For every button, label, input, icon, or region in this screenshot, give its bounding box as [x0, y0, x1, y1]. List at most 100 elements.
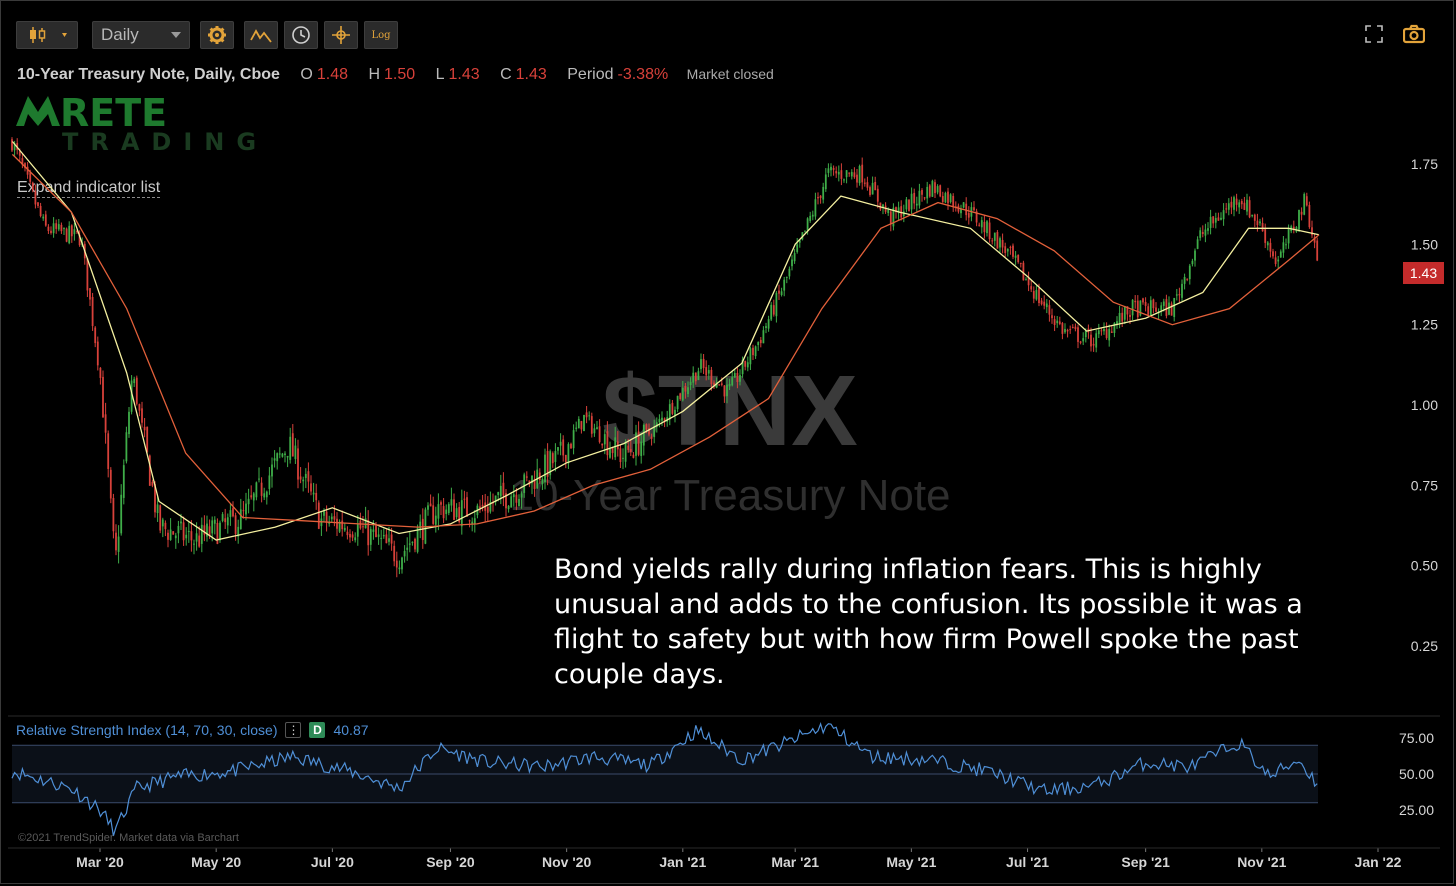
candle-body: [68, 225, 71, 244]
candle-body: [822, 186, 825, 200]
candle-body: [1303, 193, 1306, 215]
candle-body: [645, 424, 648, 430]
candle-body: [960, 208, 962, 214]
candle-body: [268, 475, 271, 489]
candle-body: [1272, 251, 1274, 257]
candle-body: [993, 232, 996, 241]
candle-body: [856, 174, 858, 183]
candle-body: [572, 430, 575, 449]
candle-body: [843, 179, 845, 181]
candle-body: [1305, 196, 1308, 206]
candle-body: [151, 481, 154, 486]
candle-body: [858, 165, 861, 184]
candle-body: [1175, 294, 1178, 296]
candle-body: [1108, 328, 1111, 341]
candle-body: [986, 221, 988, 234]
close-label: C: [500, 66, 512, 83]
moving-averages-layer: [11, 141, 1320, 541]
candle-body: [746, 362, 749, 368]
candle-body: [1043, 301, 1046, 306]
indicators-button[interactable]: [244, 21, 278, 49]
candle-body: [541, 479, 544, 485]
candle-body: [154, 484, 156, 513]
candle-body: [138, 404, 141, 411]
candle-body: [544, 454, 546, 483]
log-scale-button[interactable]: Log: [364, 21, 398, 49]
candle-body: [796, 244, 799, 253]
candle-body: [832, 168, 835, 170]
candle-body: [1191, 260, 1194, 265]
candle-body: [442, 506, 445, 519]
candle-body: [523, 474, 526, 493]
time-axis: Mar '20 May '20 Jul '20 Sep '20 Nov '20 Jan '…: [8, 847, 1440, 870]
candle-body: [255, 482, 258, 498]
candle-body: [583, 414, 585, 431]
candle-body: [562, 439, 565, 456]
candle-body: [403, 550, 406, 557]
chart-type-button[interactable]: [16, 21, 78, 49]
candle-body: [385, 534, 388, 544]
candle-body: [1053, 319, 1056, 326]
candle-body: [42, 216, 45, 219]
candle-body: [1126, 306, 1129, 315]
candle-body: [944, 193, 947, 203]
candle-body: [343, 527, 346, 531]
candle-body: [1209, 216, 1212, 228]
candle-body: [671, 402, 674, 414]
candle-body: [239, 509, 242, 530]
fullscreen-button[interactable]: [1364, 24, 1384, 44]
candle-body: [736, 372, 739, 383]
candle-body: [390, 534, 393, 544]
candle-body: [921, 190, 923, 195]
replay-button[interactable]: [284, 21, 318, 49]
candle-body: [185, 534, 188, 539]
candle-body: [632, 454, 635, 458]
candle-body: [983, 221, 986, 233]
candle-body: [120, 494, 123, 534]
candle-body: [840, 170, 843, 179]
candle-body: [447, 504, 450, 514]
candle-body: [440, 502, 442, 505]
last-price-tag: 1.43: [1403, 262, 1444, 284]
candle-body: [57, 224, 60, 230]
slow-ma-line: [11, 153, 1320, 528]
candle-body: [876, 188, 879, 202]
candle-body: [879, 202, 882, 210]
candle-body: [37, 202, 39, 207]
candle-body: [419, 521, 422, 530]
candle-body: [655, 422, 658, 428]
candle-body: [190, 531, 193, 541]
candle-body: [286, 455, 289, 458]
market-status: Market closed: [686, 66, 774, 82]
candle-body: [351, 534, 354, 538]
more-vertical-icon[interactable]: ⋮: [285, 722, 302, 738]
rsi-tick-label: 25.00: [1399, 802, 1434, 818]
candle-body: [159, 505, 162, 531]
candle-body: [549, 451, 552, 476]
candle-body: [336, 518, 338, 529]
screenshot-button[interactable]: [1403, 24, 1425, 44]
candle-body: [663, 418, 666, 421]
candle-body: [1230, 201, 1233, 208]
candle-body: [115, 532, 117, 551]
candle-body: [999, 238, 1001, 248]
candle-body: [1313, 237, 1316, 243]
timeframe-select[interactable]: Daily: [92, 21, 190, 49]
candle-body: [635, 432, 637, 456]
settings-button[interactable]: [200, 21, 234, 49]
candle-body: [102, 376, 104, 418]
expand-indicator-list-link[interactable]: Expand indicator list: [17, 179, 161, 198]
candle-body: [73, 229, 76, 235]
candle-body: [853, 172, 856, 178]
crosshair-button[interactable]: [324, 21, 358, 49]
candle-body: [918, 190, 921, 206]
candle-body: [78, 234, 81, 246]
candle-body: [1253, 214, 1256, 221]
candle-body: [848, 172, 851, 174]
candle-body: [965, 203, 968, 216]
candle-body: [627, 445, 630, 450]
candle-body: [1287, 228, 1290, 244]
candle-body: [629, 448, 632, 452]
